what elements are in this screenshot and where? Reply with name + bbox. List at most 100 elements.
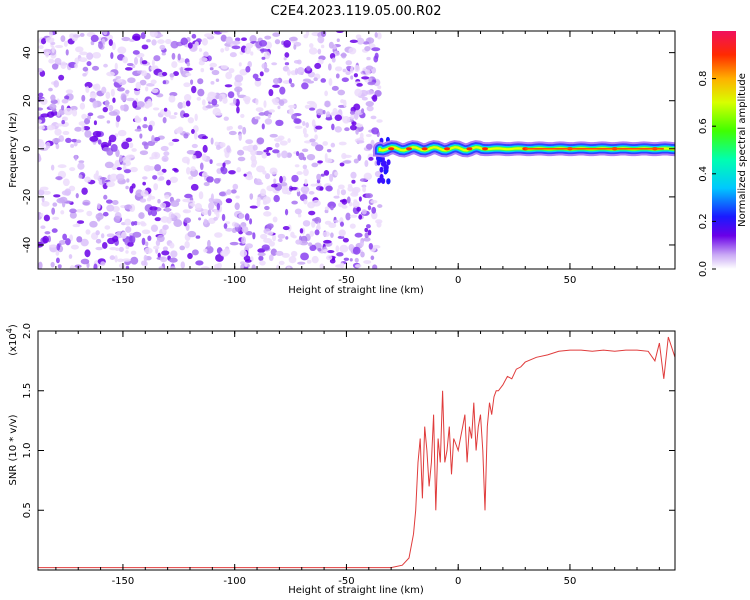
heatmap-noise-cell: [330, 142, 336, 148]
heatmap-noise-cell: [249, 205, 258, 209]
heatmap-noise-cell: [256, 199, 261, 208]
heatmap-noise-cell: [142, 176, 148, 180]
heatmap-noise-cell: [302, 164, 308, 170]
heatmap-noise-cell: [81, 94, 86, 102]
heatmap-noise-cell: [322, 141, 328, 146]
heatmap-noise-cell: [266, 147, 273, 151]
heatmap-noise-cell: [268, 109, 276, 113]
heatmap-noise-cell: [122, 56, 128, 64]
heatmap-noise-cell: [371, 127, 380, 135]
heatmap-noise-cell: [54, 44, 64, 49]
heatmap-noise-cell: [60, 61, 67, 69]
heatmap-noise-cell: [90, 40, 95, 46]
heatmap-noise-cell: [201, 135, 209, 140]
heatmap-x-tick-label: -50: [338, 275, 354, 286]
heatmap-noise-cell: [249, 35, 257, 43]
heatmap-noise-cell: [38, 261, 43, 269]
heatmap-noise-cell: [55, 123, 64, 127]
heatmap-noise-cell: [220, 166, 225, 172]
heatmap-noise-cell: [354, 112, 359, 120]
heatmap-noise-cell: [336, 31, 344, 34]
heatmap-noise-cell: [50, 261, 55, 268]
heatmap-noise-cell: [273, 178, 277, 184]
heatmap-noise-cell: [342, 160, 352, 164]
heatmap-noise-cell: [325, 117, 333, 121]
heatmap-noise-cell: [214, 208, 218, 215]
heatmap-noise-cell: [133, 56, 138, 65]
heatmap-noise-cell: [223, 159, 231, 165]
heatmap-noise-cell: [95, 213, 104, 220]
colorbar-tick-label: 0.4: [698, 166, 709, 182]
heatmap-noise-cell: [85, 229, 91, 235]
heatmap-noise-cell: [278, 99, 285, 106]
heatmap-noise-cell: [159, 44, 166, 51]
heatmap-noise-cell: [348, 47, 357, 55]
heatmap-noise-cell: [296, 67, 305, 75]
heatmap-noise-cell: [170, 250, 178, 258]
heatmap-noise-cell: [276, 152, 281, 158]
heatmap-noise-cell: [311, 255, 319, 264]
heatmap-noise-cell: [363, 260, 372, 265]
heatmap-noise-cell: [93, 263, 98, 269]
heatmap-noise-cell: [157, 171, 164, 176]
heatmap-noise-cell: [78, 174, 83, 179]
heatmap-noise-cell: [272, 84, 280, 88]
heatmap-noise-cell: [136, 101, 145, 108]
heatmap-noise-cell: [61, 116, 69, 121]
heatmap-noise-cell: [79, 102, 86, 110]
heatmap-noise-cell: [366, 56, 371, 61]
heatmap-noise-cell: [162, 224, 169, 230]
heatmap-noise-cell: [234, 202, 240, 211]
heatmap-noise-cell: [191, 128, 195, 134]
heatmap-noise-cell: [190, 79, 194, 85]
heatmap-noise-cell: [213, 177, 221, 184]
heatmap-noise-cell: [132, 231, 142, 238]
heatmap-noise-cell: [191, 249, 199, 256]
snr-x-tick-label: 50: [564, 576, 577, 587]
heatmap-noise-cell: [139, 198, 147, 203]
heatmap-noise-cell: [372, 94, 378, 102]
heatmap-noise-cell: [84, 130, 92, 138]
heatmap-noise-cell: [132, 100, 138, 109]
heatmap-noise-cell: [157, 39, 165, 44]
heatmap-noise-cell: [242, 96, 251, 102]
heatmap-noise-cell: [38, 154, 41, 162]
heatmap-noise-cell: [46, 125, 56, 131]
heatmap-noise-cell: [283, 56, 287, 61]
heatmap-noise-cell: [365, 224, 371, 229]
heatmap-noise-cell: [65, 238, 71, 246]
heatmap-noise-cell: [322, 109, 326, 115]
heatmap-noise-cell: [188, 205, 192, 209]
heatmap-noise-cell: [111, 42, 116, 51]
heatmap-noise-cell: [168, 95, 176, 103]
heatmap-noise-cell: [228, 130, 237, 136]
heatmap-noise-cell: [181, 156, 190, 164]
heatmap-noise-cell: [341, 198, 348, 205]
heatmap-hot-cell: [388, 147, 395, 151]
heatmap-noise-cell: [183, 93, 192, 102]
snr-y-tick-label: 1.0: [22, 443, 33, 459]
heatmap-noise-cell: [184, 67, 193, 71]
heatmap-noise-cell: [198, 191, 204, 200]
heatmap-noise-cell: [290, 231, 295, 238]
heatmap-noise-cell: [89, 220, 98, 228]
heatmap-noise-cell: [64, 188, 72, 196]
heatmap-noise-cell: [209, 67, 214, 71]
heatmap-noise-cell: [241, 236, 246, 245]
heatmap-noise-cell: [220, 64, 228, 70]
heatmap-noise-cell: [243, 266, 249, 269]
heatmap-noise-cell: [361, 96, 368, 101]
heatmap-noise-cell: [249, 218, 253, 225]
heatmap-noise-cell: [149, 156, 155, 160]
heatmap-noise-cell: [143, 142, 149, 150]
heatmap-noise-cell: [120, 105, 124, 111]
heatmap-noise-cell: [184, 240, 190, 249]
heatmap-noise-cell: [38, 107, 44, 111]
heatmap-noise-cell: [201, 153, 207, 161]
heatmap-noise-cell: [117, 87, 125, 92]
heatmap-noise-cell: [153, 55, 161, 62]
heatmap-noise-cell: [106, 233, 115, 238]
heatmap-noise-cell: [52, 216, 60, 221]
heatmap-noise-cell: [302, 127, 307, 135]
heatmap-noise-cell: [56, 243, 61, 251]
